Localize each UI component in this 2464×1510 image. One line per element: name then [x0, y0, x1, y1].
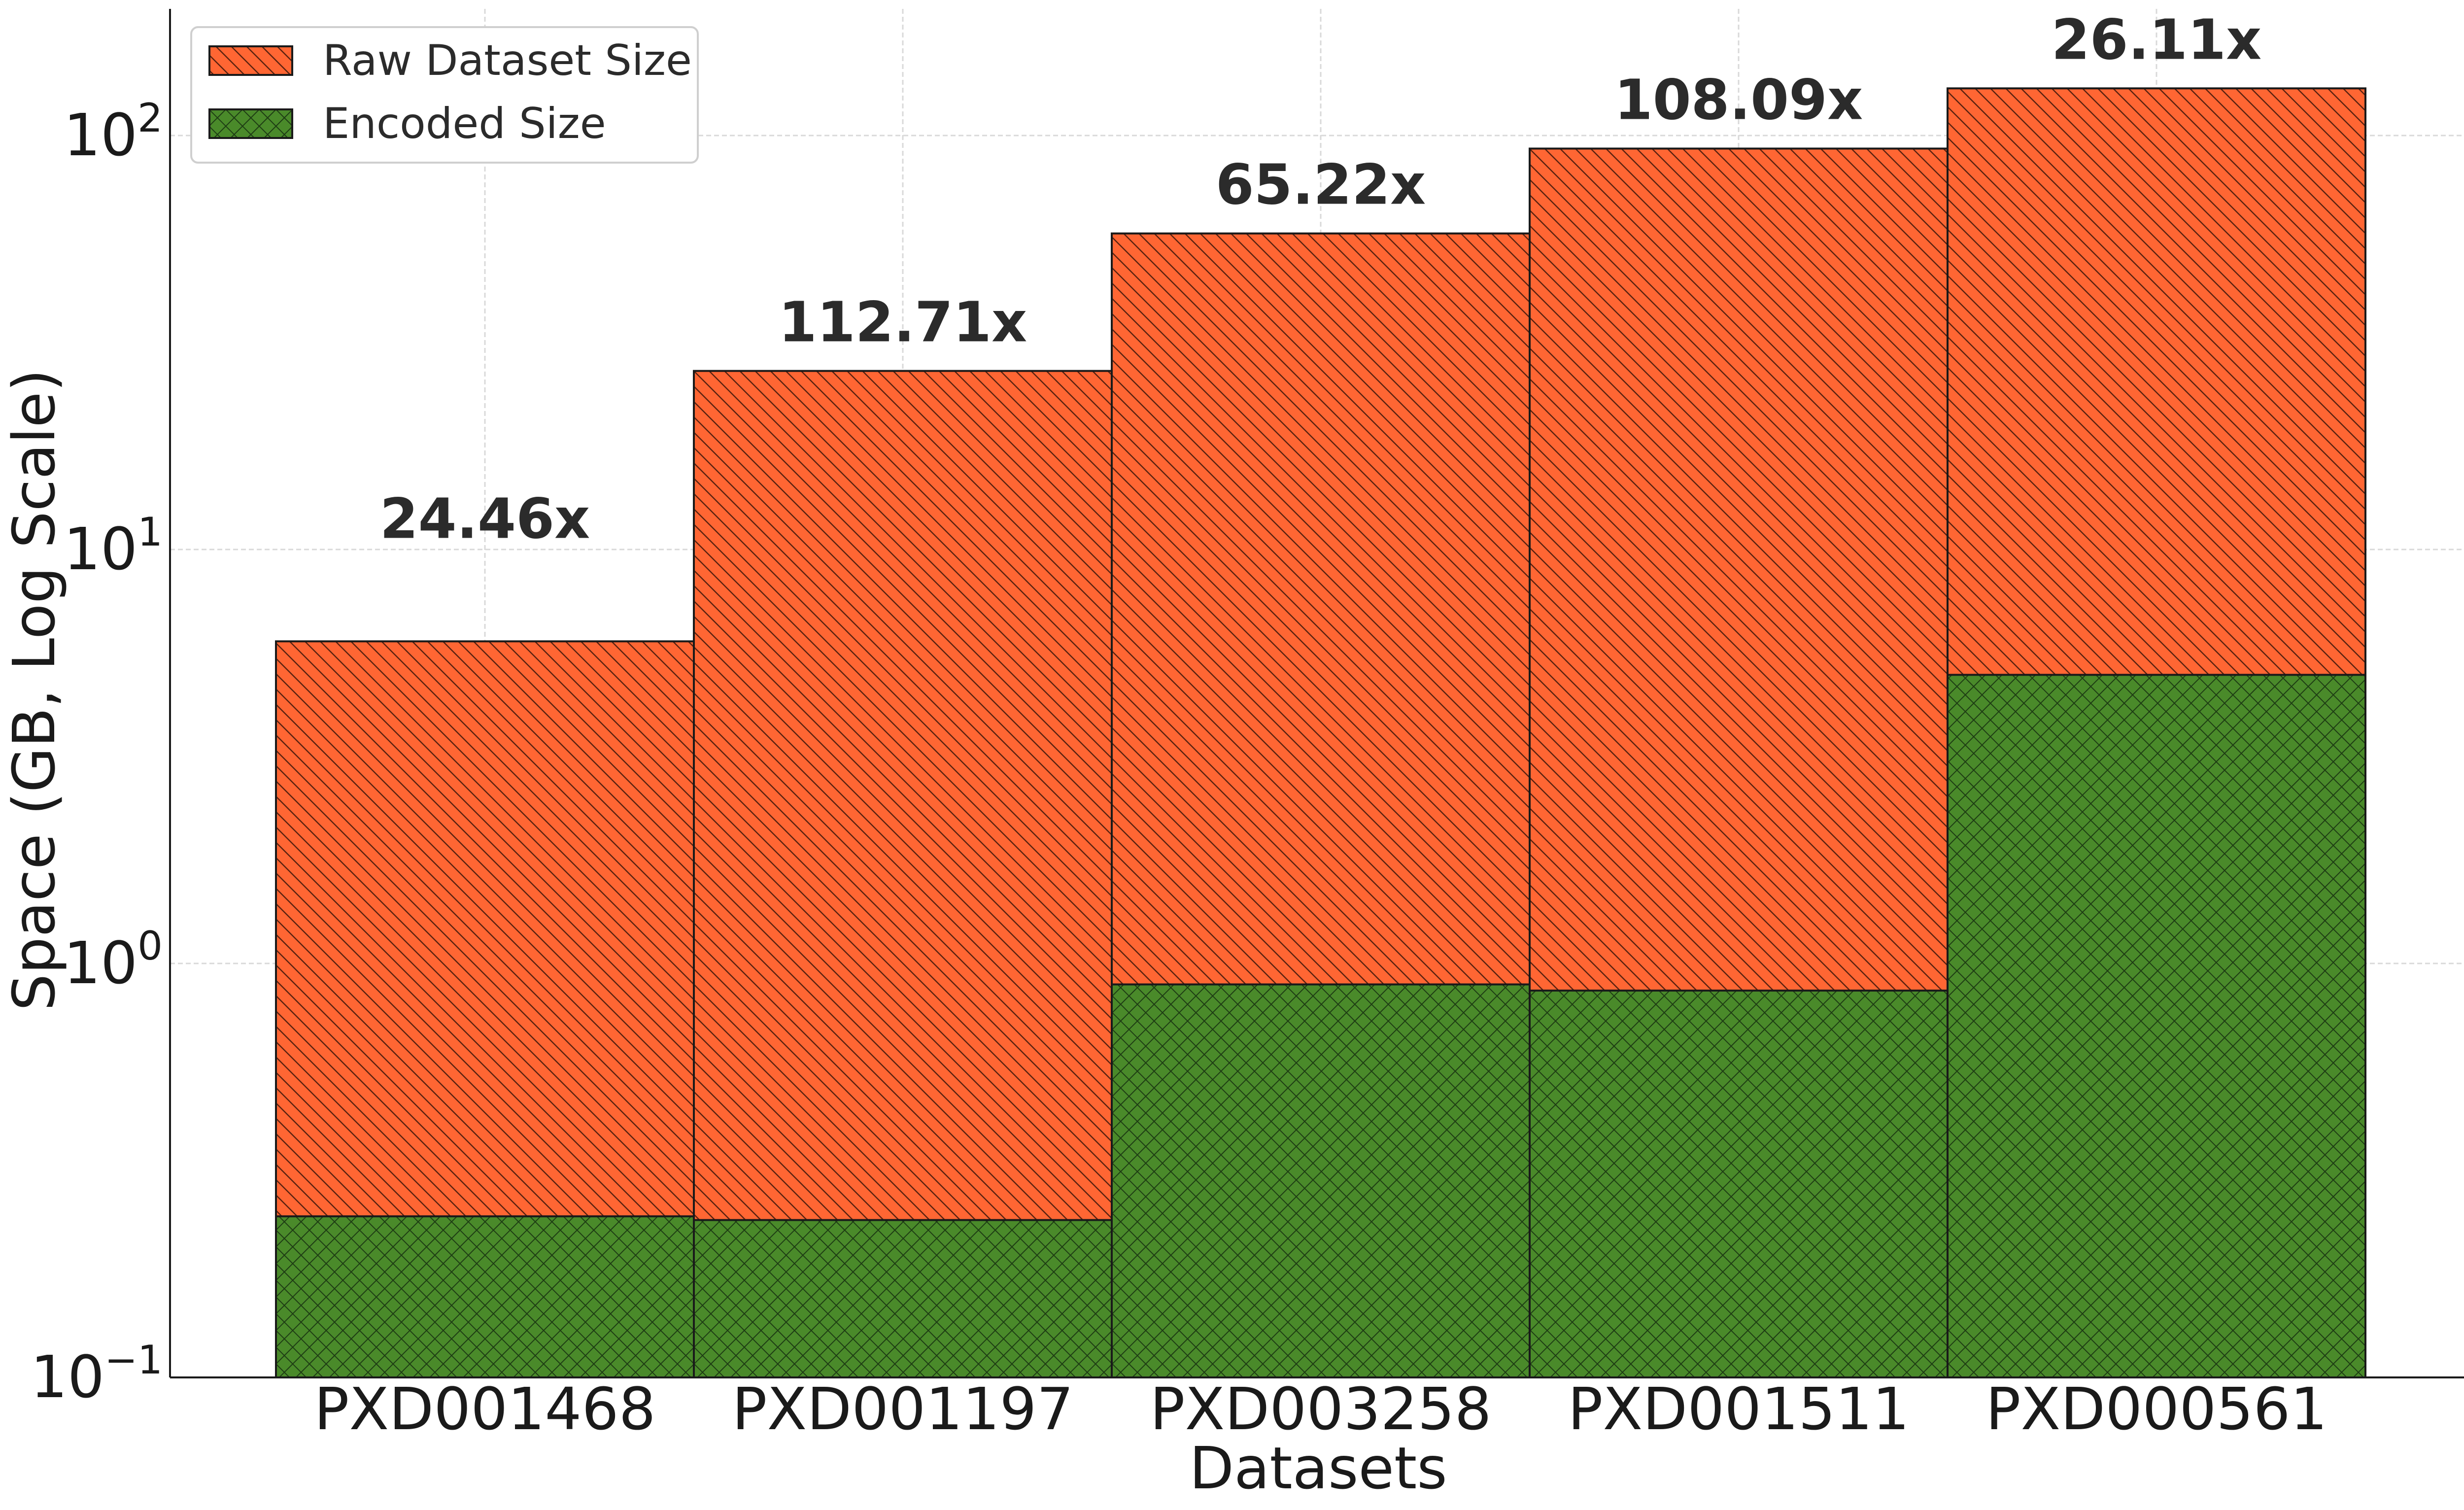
- bars: [275, 87, 2366, 1379]
- y-tick-label: 101: [64, 509, 163, 583]
- y-axis-title: Space (GB, Log Scale): [0, 369, 68, 1011]
- bar-encoded-hatch: [275, 1215, 695, 1379]
- x-tick-label: PXD000561: [1985, 1375, 2327, 1443]
- x-ticks: PXD001468 PXD001197 PXD003258 PXD001511 PXD0…: [314, 1375, 2327, 1443]
- bar-encoded-hatch: [1111, 983, 1531, 1379]
- bar-encoded-hatch: [1947, 674, 2366, 1378]
- axes: [169, 9, 2464, 1378]
- y-tick-label: 100: [64, 923, 163, 997]
- compression-ratio-label: 108.09x: [1614, 68, 1863, 132]
- y-tick-label: 102: [64, 95, 163, 169]
- y-tick-label: 10−1: [31, 1337, 163, 1411]
- x-tick-label: PXD001468: [314, 1375, 655, 1443]
- data-labels: 24.46x 112.71x 65.22x 108.09x 26.11x: [380, 8, 2262, 551]
- bar-raw-hatch: [693, 370, 1113, 1378]
- bar-encoded-hatch: [1529, 990, 1949, 1378]
- compression-ratio-label: 26.11x: [2052, 8, 2262, 72]
- bar-encoded-hatch: [693, 1219, 1113, 1378]
- legend-swatch-raw-hatch: [208, 45, 293, 76]
- legend-label-raw: Raw Dataset Size: [323, 36, 692, 85]
- x-axis-title: Datasets: [1189, 1434, 1447, 1502]
- legend-frame: [190, 26, 699, 164]
- x-tick-label: PXD001197: [732, 1375, 1073, 1443]
- compression-ratio-label: 24.46x: [380, 487, 590, 551]
- compression-ratio-label: 65.22x: [1216, 153, 1426, 217]
- y-ticks: 10−1 100 101 102: [31, 95, 163, 1411]
- legend: Raw Dataset Size Encoded Size: [190, 26, 699, 164]
- x-tick-label: PXD003258: [1150, 1375, 1491, 1443]
- legend-swatch-encoded-hatch: [208, 108, 293, 139]
- x-tick-label: PXD001511: [1568, 1375, 1909, 1443]
- compression-ratio-label: 112.71x: [779, 291, 1027, 355]
- legend-label-encoded: Encoded Size: [323, 99, 606, 148]
